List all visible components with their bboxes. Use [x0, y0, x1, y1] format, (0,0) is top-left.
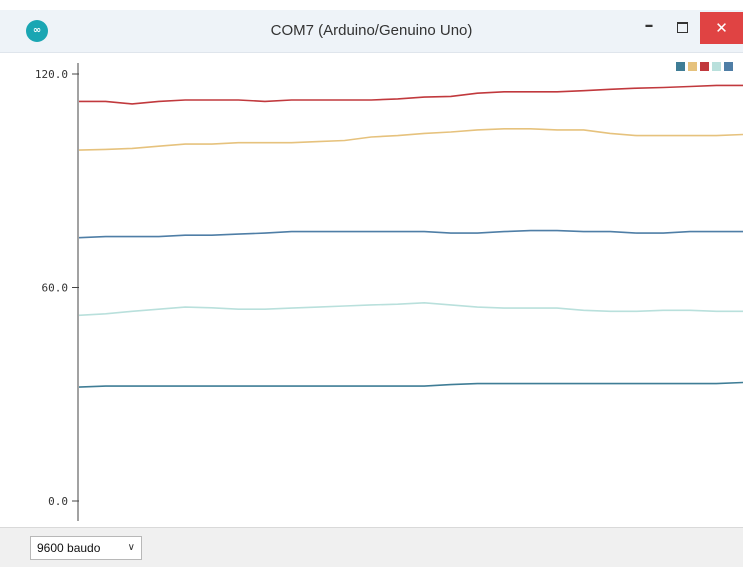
series-line-2 — [78, 128, 743, 151]
series-line-5 — [78, 381, 743, 388]
status-bar: 9600 baudo ∨ — [0, 527, 743, 567]
minimize-icon: – — [644, 15, 654, 36]
legend-swatch-4 — [712, 62, 721, 71]
arduino-logo-icon: ∞ — [26, 20, 48, 42]
y-tick-label: 0.0 — [48, 495, 68, 508]
series-line-3 — [78, 229, 743, 239]
minimize-button[interactable]: – — [632, 14, 666, 44]
serial-plot-chart: 0.0 60.0 120.0 — [35, 62, 743, 521]
series-line-1 — [79, 84, 743, 105]
baud-rate-value: 9600 baudo — [37, 541, 101, 555]
close-button[interactable]: ✕ — [700, 12, 743, 44]
baud-rate-select[interactable]: 9600 baudo ∨ — [30, 536, 142, 560]
plot-area: 0.0 60.0 120.0 — [0, 53, 743, 527]
chevron-down-icon: ∨ — [127, 542, 135, 553]
maximize-icon — [677, 22, 688, 33]
legend-swatch-2 — [688, 62, 697, 71]
maximize-button[interactable] — [666, 14, 698, 44]
y-tick-label: 60.0 — [42, 282, 69, 295]
y-tick-label: 120.0 — [35, 68, 68, 81]
series-line-4 — [78, 302, 743, 317]
close-icon: ✕ — [715, 19, 728, 37]
legend-swatch-3 — [724, 62, 733, 71]
title-bar[interactable]: ∞ COM7 (Arduino/Genuino Uno) – ✕ — [0, 10, 743, 53]
legend-swatch-1 — [700, 62, 709, 71]
window-title: COM7 (Arduino/Genuino Uno) — [270, 22, 473, 39]
legend-swatch-5 — [676, 62, 685, 71]
